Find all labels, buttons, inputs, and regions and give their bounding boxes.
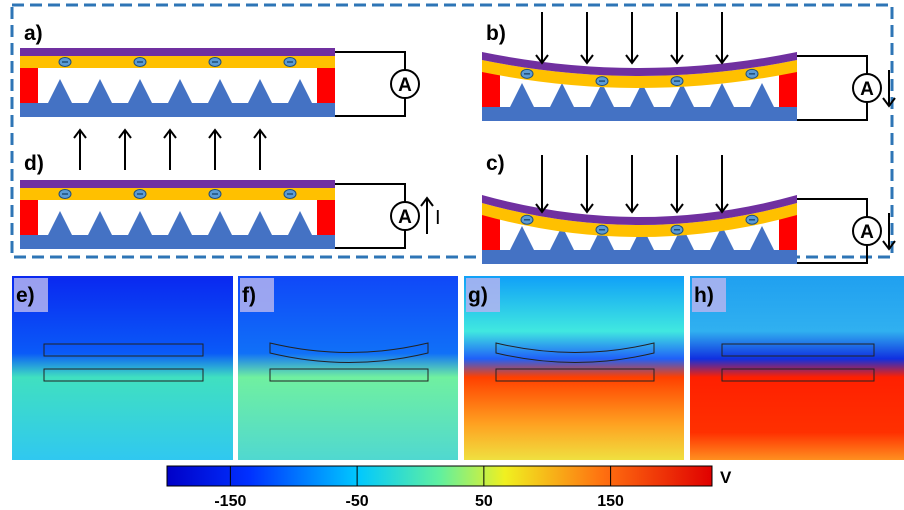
arrow-head bbox=[625, 54, 639, 65]
electrode bbox=[721, 343, 875, 357]
electrode-layer bbox=[482, 60, 797, 88]
colorbar-tick-label: -50 bbox=[346, 493, 369, 510]
electrode-layer bbox=[20, 188, 335, 200]
arrow-head bbox=[580, 54, 594, 65]
arrow-head bbox=[670, 54, 684, 65]
electrode-layer bbox=[20, 56, 335, 68]
panel-label: f) bbox=[242, 284, 256, 307]
arrow-head bbox=[163, 128, 177, 139]
sim-g bbox=[464, 276, 684, 460]
spacer bbox=[20, 68, 38, 103]
ammeter bbox=[852, 216, 882, 246]
panel-label: g) bbox=[468, 284, 488, 307]
arrow-head bbox=[625, 203, 639, 214]
substrate bbox=[20, 235, 335, 249]
ammeter bbox=[390, 69, 420, 99]
arrow-head bbox=[715, 203, 729, 214]
panel-label: h) bbox=[694, 284, 714, 307]
electrode bbox=[43, 368, 204, 382]
pyramids bbox=[500, 226, 779, 250]
label-bg bbox=[466, 278, 500, 312]
panel-label: a) bbox=[24, 22, 43, 45]
arrow-head bbox=[670, 203, 684, 214]
spacer bbox=[317, 68, 335, 103]
electrode bbox=[269, 368, 429, 382]
panel-label: b) bbox=[486, 22, 506, 45]
electrode bbox=[269, 342, 429, 363]
substrate bbox=[20, 103, 335, 117]
ammeter-label: A bbox=[398, 75, 412, 96]
sim-e bbox=[12, 276, 233, 460]
top-layer bbox=[20, 180, 335, 188]
arrow-head bbox=[535, 54, 549, 65]
arrow-head bbox=[118, 128, 132, 139]
label-bg bbox=[692, 278, 726, 312]
electrode bbox=[495, 342, 655, 363]
colorbar-tick-label: 50 bbox=[475, 493, 493, 510]
label-bg bbox=[14, 278, 48, 312]
top-layer bbox=[20, 48, 335, 56]
ammeter bbox=[852, 73, 882, 103]
top-layer bbox=[482, 195, 797, 225]
electrode bbox=[495, 368, 655, 382]
top-layer bbox=[482, 52, 797, 76]
ammeter-label: A bbox=[398, 207, 412, 228]
arrow-head bbox=[882, 240, 896, 251]
label-bg bbox=[240, 278, 274, 312]
arrow-head bbox=[535, 203, 549, 214]
current-label: I bbox=[435, 207, 441, 229]
colorbar-tick-label: -150 bbox=[214, 493, 246, 510]
ammeter bbox=[390, 201, 420, 231]
electrode bbox=[721, 368, 875, 382]
electrode bbox=[43, 343, 204, 357]
arrow-head bbox=[715, 54, 729, 65]
sim-f bbox=[238, 276, 458, 460]
pyramids bbox=[38, 211, 317, 235]
substrate bbox=[482, 107, 797, 121]
arrow-head bbox=[420, 196, 434, 207]
panel-label: c) bbox=[486, 152, 505, 175]
pyramids bbox=[500, 83, 779, 107]
spacer bbox=[317, 200, 335, 235]
pyramids bbox=[38, 79, 317, 103]
frame bbox=[10, 3, 894, 259]
colorbar-unit: V bbox=[720, 468, 732, 487]
ammeter-label: A bbox=[860, 79, 874, 100]
spacer bbox=[779, 72, 797, 107]
panel-label: e) bbox=[16, 284, 35, 307]
electrode-layer bbox=[482, 203, 797, 237]
arrow-head bbox=[882, 97, 896, 108]
substrate bbox=[482, 250, 797, 264]
spacer bbox=[20, 200, 38, 235]
panel-label: d) bbox=[24, 152, 44, 175]
colorbar-tick-label: 150 bbox=[597, 493, 624, 510]
spacer bbox=[482, 72, 500, 107]
arrow-head bbox=[580, 203, 594, 214]
arrow-head bbox=[253, 128, 267, 139]
spacer bbox=[482, 215, 500, 250]
colorbar bbox=[166, 465, 713, 487]
arrow-head bbox=[73, 128, 87, 139]
spacer bbox=[779, 215, 797, 250]
arrow-head bbox=[208, 128, 222, 139]
ammeter-label: A bbox=[860, 222, 874, 243]
